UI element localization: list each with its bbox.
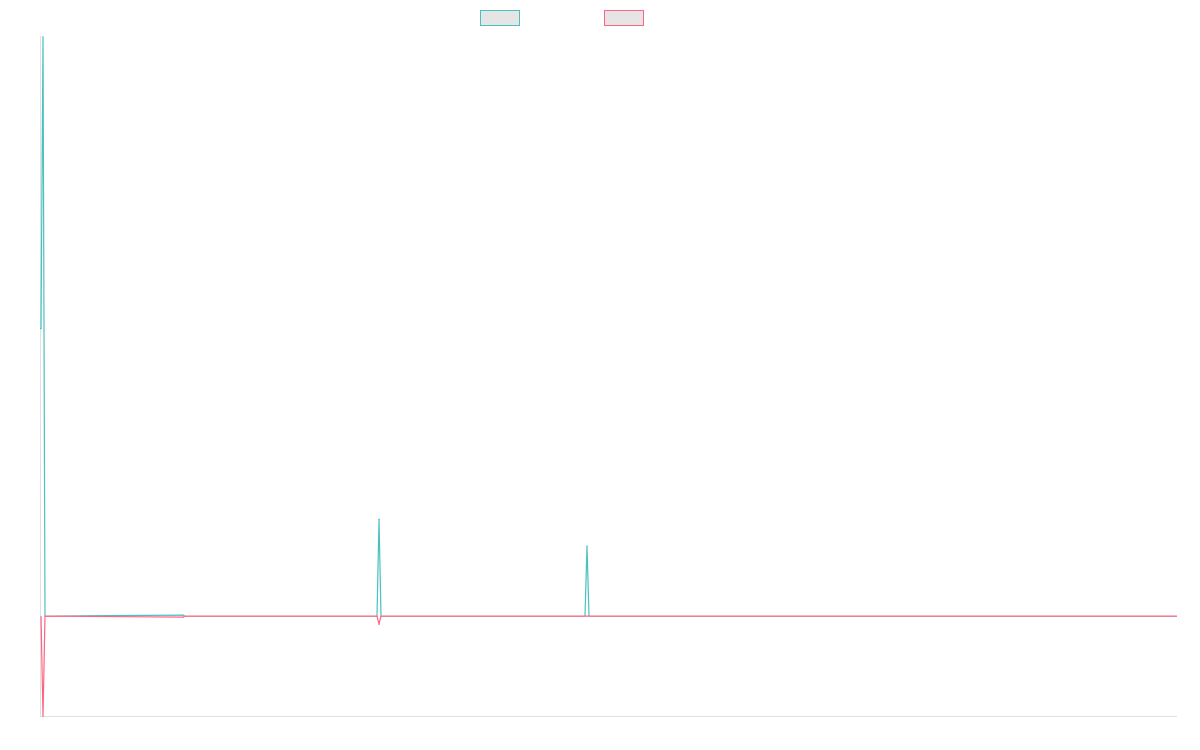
data-point[interactable] [42, 36, 44, 38]
legend-swatch-series-1[interactable] [480, 10, 520, 26]
data-point[interactable] [182, 616, 184, 618]
data-point[interactable] [40, 327, 42, 330]
series-line-1 [40, 36, 1177, 617]
data-point[interactable] [42, 715, 44, 717]
series-line-2 [40, 615, 1177, 717]
legend-swatch-series-2[interactable] [604, 10, 644, 26]
data-point[interactable] [378, 518, 380, 521]
data-point[interactable] [378, 623, 380, 625]
data-point[interactable] [586, 545, 588, 548]
data-point[interactable] [182, 614, 184, 616]
